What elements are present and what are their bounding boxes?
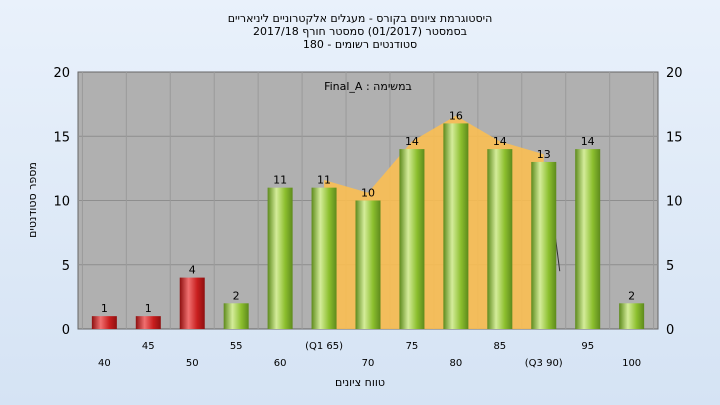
x-tick-label: 70 [362,358,375,369]
x-axis-label: טווח ציונים [335,376,385,389]
x-tick-label: 45 [142,341,155,352]
bar-value-label: 14 [493,135,507,148]
chart-title-line: היסטוגרמת ציונים בקורס - מעגלים אלקטרוני… [228,12,493,25]
bar [135,316,161,329]
x-tick-label: (Q1 65) [305,341,343,352]
bar [399,149,425,329]
bar-value-label: 14 [405,135,419,148]
bar-value-label: 10 [361,187,375,200]
y-tick-label-right: 20 [666,66,683,81]
bar [91,316,117,329]
bar [443,123,469,330]
y-tick-label-right: 0 [666,323,674,338]
y-tick-label-right: 15 [666,130,683,145]
x-tick-label: (Q3 90) [525,358,563,369]
x-tick-label: 85 [493,341,506,352]
x-tick-label: 100 [622,358,641,369]
bar [355,200,381,329]
x-tick-label: 55 [230,341,243,352]
bar-value-label: 1 [145,302,152,315]
x-tick-label: 80 [450,358,463,369]
y-tick-label-left: 0 [62,323,70,338]
y-tick-label-right: 10 [666,195,683,210]
bar-value-label: 11 [273,174,287,187]
y-tick-label-right: 5 [666,259,674,274]
x-tick-label: 40 [98,358,111,369]
y-tick-label-left: 5 [62,259,70,274]
bar-value-label: 2 [233,289,240,302]
chart-annotation: במשימה : Final_A [324,80,412,93]
bar-value-label: 16 [449,109,463,122]
bar [223,303,249,329]
bar-value-label: 1 [101,302,108,315]
x-tick-label: 50 [186,358,199,369]
x-tick-label: 60 [274,358,287,369]
y-tick-label-left: 10 [53,195,70,210]
bar-value-label: 14 [581,135,595,148]
bar [531,161,557,329]
bar-value-label: 11 [317,174,331,187]
y-tick-label-left: 15 [53,130,70,145]
y-axis-label: מספר סטודנטים [26,162,39,238]
bar-value-label: 2 [628,289,635,302]
bar [267,187,293,329]
bar-value-label: 13 [537,148,551,161]
bar [487,149,513,329]
bar [619,303,645,329]
bar [311,187,337,329]
x-tick-label: 75 [406,341,419,352]
bar [179,277,205,329]
x-tick-label: 95 [581,341,594,352]
chart-title-line: בסמסטר (01/2017) סמסטר חורף 2017/18 [253,25,467,38]
chart-title-line: סטודנטים רשומים - 180 [303,38,417,51]
bar-value-label: 4 [189,264,196,277]
y-tick-label-left: 20 [53,66,70,81]
bar [575,149,601,329]
